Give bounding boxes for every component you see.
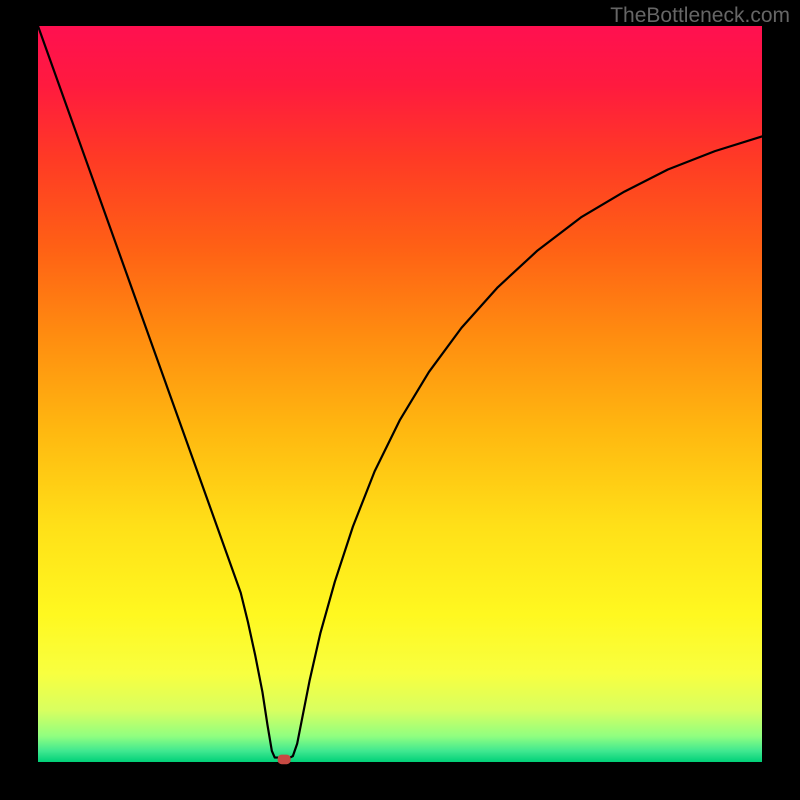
plot-background <box>38 26 762 762</box>
min-marker <box>278 755 291 765</box>
bottleneck-chart <box>0 0 800 800</box>
chart-container: TheBottleneck.com <box>0 0 800 800</box>
watermark-text: TheBottleneck.com <box>610 4 790 28</box>
